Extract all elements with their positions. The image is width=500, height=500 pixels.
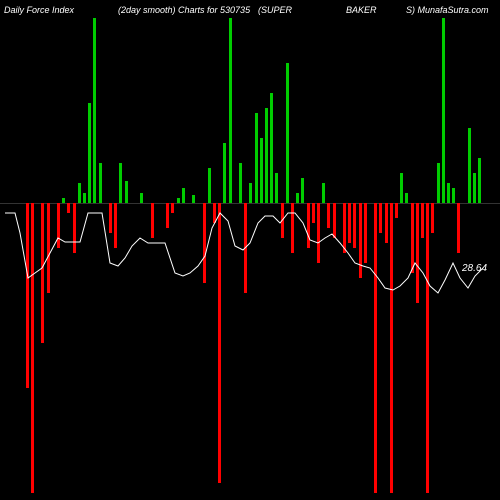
header-right: S) MunafaSutra.com (406, 5, 489, 15)
price-label: 28.64 (462, 263, 487, 274)
price-line (5, 213, 483, 293)
force-index-chart: 28.64 (0, 18, 500, 500)
header-left: Daily Force Index (4, 5, 74, 15)
header-center-left: (2day smooth) Charts for 530735 (118, 5, 250, 15)
price-line-overlay (0, 18, 500, 500)
header-right-center: BAKER (346, 5, 377, 15)
header-center: (SUPER (258, 5, 292, 15)
chart-header: Daily Force Index (2day smooth) Charts f… (0, 2, 500, 18)
